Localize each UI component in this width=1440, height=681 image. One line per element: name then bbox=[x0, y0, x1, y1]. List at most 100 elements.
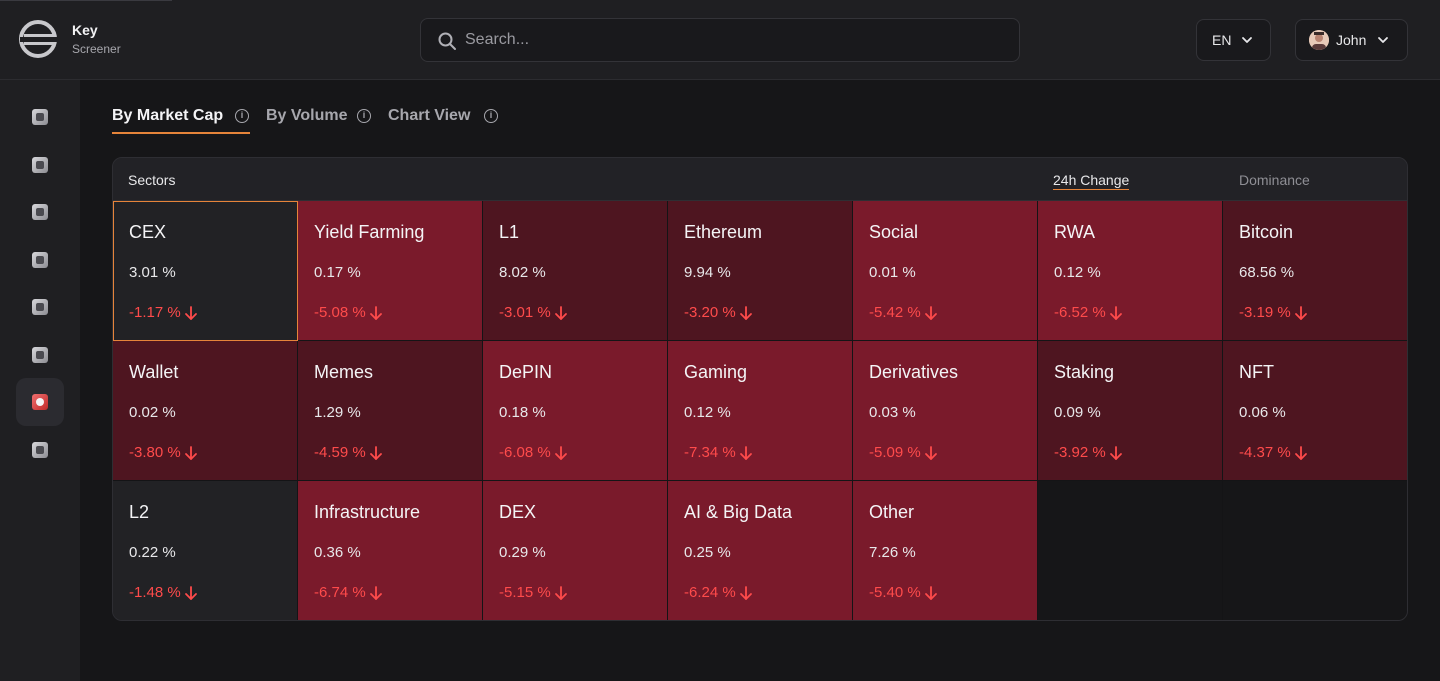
sector-cell[interactable]: NFT 0.06 % -4.37 % bbox=[1223, 341, 1407, 481]
sector-change: -6.74 % bbox=[314, 584, 383, 602]
sidebar-item-building[interactable] bbox=[16, 331, 64, 379]
search-input[interactable] bbox=[465, 19, 1005, 61]
sector-dominance: 0.25 % bbox=[684, 544, 731, 561]
arrow-down-icon bbox=[739, 445, 752, 460]
sector-change: -3.01 % bbox=[499, 304, 568, 322]
arrow-down-icon bbox=[184, 585, 197, 600]
arrow-down-icon bbox=[924, 305, 937, 320]
sector-cell[interactable]: Memes 1.29 % -4.59 % bbox=[298, 341, 483, 481]
sector-change-value: -6.08 % bbox=[499, 444, 551, 461]
sector-change-value: -3.92 % bbox=[1054, 444, 1106, 461]
sector-name: Gaming bbox=[684, 362, 748, 382]
sector-change: -3.20 % bbox=[684, 304, 753, 322]
sector-change-value: -3.19 % bbox=[1239, 304, 1291, 321]
sector-change: -3.92 % bbox=[1054, 444, 1123, 462]
sector-name: Ethereum bbox=[684, 222, 763, 242]
tab-by-volume[interactable]: By Volume bbox=[266, 104, 348, 134]
sector-cell[interactable]: Ethereum 9.94 % -3.20 % bbox=[668, 201, 853, 341]
info-icon[interactable]: i bbox=[357, 109, 371, 123]
sector-change-value: -5.42 % bbox=[869, 304, 921, 321]
home-icon bbox=[32, 109, 48, 125]
info-icon[interactable]: i bbox=[484, 109, 498, 123]
sector-name: CEX bbox=[129, 222, 167, 242]
arrow-down-icon bbox=[1109, 305, 1122, 320]
sector-name: DEX bbox=[499, 502, 537, 522]
sector-cell[interactable]: Bitcoin 68.56 % -3.19 % bbox=[1223, 201, 1407, 341]
sector-cell[interactable]: CEX 3.01 % -1.17 % bbox=[113, 201, 298, 341]
arrow-down-icon bbox=[739, 305, 752, 320]
sector-change: -1.48 % bbox=[129, 584, 198, 602]
sort-dominance[interactable]: Dominance bbox=[1239, 172, 1310, 188]
empty-cell bbox=[1223, 481, 1407, 620]
sector-change-value: -1.17 % bbox=[129, 304, 181, 321]
building-icon bbox=[32, 347, 48, 363]
sector-name: Wallet bbox=[129, 362, 179, 382]
sidebar-item-chart[interactable] bbox=[16, 141, 64, 189]
user-menu[interactable]: John bbox=[1295, 19, 1408, 61]
empty-cell bbox=[1038, 481, 1223, 620]
sidebar-item-dollar[interactable] bbox=[16, 236, 64, 284]
search-icon bbox=[32, 204, 48, 220]
arrow-down-icon bbox=[369, 305, 382, 320]
dollar-icon bbox=[32, 252, 48, 268]
chart-icon bbox=[32, 157, 48, 173]
sidebar bbox=[0, 80, 80, 681]
sector-dominance: 7.26 % bbox=[869, 544, 916, 561]
sector-cell[interactable]: L1 8.02 % -3.01 % bbox=[483, 201, 668, 341]
sector-cell[interactable]: Derivatives 0.03 % -5.09 % bbox=[853, 341, 1038, 481]
sector-cell[interactable]: DEX 0.29 % -5.15 % bbox=[483, 481, 668, 620]
tab-label: By Volume bbox=[266, 107, 348, 124]
sector-cell[interactable]: Yield Farming 0.17 % -5.08 % bbox=[298, 201, 483, 341]
info-icon[interactable]: i bbox=[235, 109, 249, 123]
sector-cell[interactable]: Infrastructure 0.36 % -6.74 % bbox=[298, 481, 483, 620]
sector-name: Bitcoin bbox=[1239, 222, 1294, 242]
sector-name: Infrastructure bbox=[314, 502, 421, 522]
sidebar-item-sectors[interactable] bbox=[16, 378, 64, 426]
arrow-down-icon bbox=[1294, 445, 1307, 460]
arrow-down-icon bbox=[554, 305, 567, 320]
arrow-down-icon bbox=[739, 585, 752, 600]
sectors-header: Sectors bbox=[128, 172, 176, 188]
sector-change: -5.40 % bbox=[869, 584, 938, 602]
tab-by-market-cap[interactable]: By Market Cap bbox=[112, 104, 250, 134]
arrow-down-icon bbox=[554, 445, 567, 460]
sector-change: -5.08 % bbox=[314, 304, 383, 322]
lock-icon bbox=[32, 442, 48, 458]
sidebar-item-home[interactable] bbox=[16, 93, 64, 141]
sector-cell[interactable]: DePIN 0.18 % -6.08 % bbox=[483, 341, 668, 481]
sector-change-value: -3.01 % bbox=[499, 304, 551, 321]
brand: Key Screener bbox=[72, 21, 121, 57]
sector-cell[interactable]: Staking 0.09 % -3.92 % bbox=[1038, 341, 1223, 481]
arrow-down-icon bbox=[554, 585, 567, 600]
sector-change-value: -4.37 % bbox=[1239, 444, 1291, 461]
sector-name: L1 bbox=[499, 222, 520, 242]
sector-cell[interactable]: Gaming 0.12 % -7.34 % bbox=[668, 341, 853, 481]
sector-cell[interactable]: Wallet 0.02 % -3.80 % bbox=[113, 341, 298, 481]
sector-cell[interactable]: Other 7.26 % -5.40 % bbox=[853, 481, 1038, 620]
tab-label: Chart View bbox=[388, 107, 471, 124]
sector-change: -1.17 % bbox=[129, 304, 198, 322]
search-box[interactable] bbox=[420, 18, 1020, 62]
sidebar-item-search[interactable] bbox=[16, 188, 64, 236]
arrow-down-icon bbox=[924, 445, 937, 460]
sector-cell[interactable]: AI & Big Data 0.25 % -6.24 % bbox=[668, 481, 853, 620]
sector-change-value: -1.48 % bbox=[129, 584, 181, 601]
sidebar-item-grid[interactable] bbox=[16, 283, 64, 331]
language-dropdown[interactable]: EN bbox=[1196, 19, 1271, 61]
sector-change-value: -5.09 % bbox=[869, 444, 921, 461]
sector-cell[interactable]: L2 0.22 % -1.48 % bbox=[113, 481, 298, 620]
sector-cell[interactable]: Social 0.01 % -5.42 % bbox=[853, 201, 1038, 341]
sector-cell[interactable]: RWA 0.12 % -6.52 % bbox=[1038, 201, 1223, 341]
arrow-down-icon bbox=[1109, 445, 1122, 460]
sector-change: -3.80 % bbox=[129, 444, 198, 462]
sector-name: Other bbox=[869, 502, 915, 522]
arrow-down-icon bbox=[184, 445, 197, 460]
sector-change: -3.19 % bbox=[1239, 304, 1308, 322]
sidebar-item-lock[interactable] bbox=[16, 426, 64, 474]
sort-24h-change[interactable]: 24h Change bbox=[1053, 172, 1130, 190]
sector-change-value: -7.34 % bbox=[684, 444, 736, 461]
sector-name: Memes bbox=[314, 362, 374, 382]
tab-chart-view[interactable]: Chart View bbox=[388, 104, 470, 134]
sector-change: -4.37 % bbox=[1239, 444, 1308, 462]
sector-change-value: -3.80 % bbox=[129, 444, 181, 461]
